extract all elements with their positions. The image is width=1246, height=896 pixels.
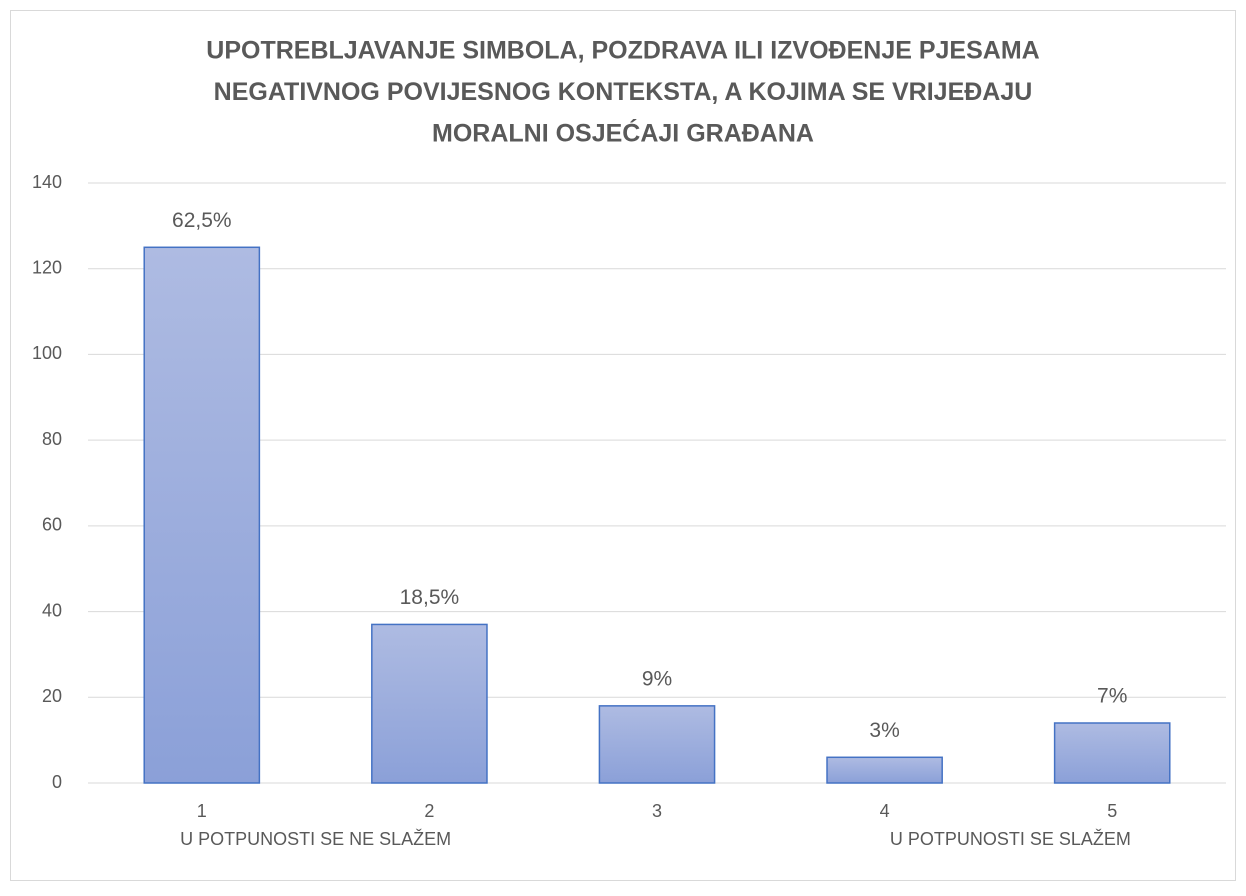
- y-tick-label: 60: [42, 515, 62, 535]
- data-label: 62,5%: [172, 209, 232, 232]
- data-label: 3%: [869, 719, 899, 742]
- y-tick-label: 120: [32, 257, 62, 277]
- bar: [371, 623, 488, 784]
- data-label: 18,5%: [400, 586, 460, 609]
- bar: [598, 705, 716, 784]
- chart-title: MORALNI OSJEĆAJI GRAĐANA: [432, 118, 814, 148]
- x-tick-label: 3: [652, 801, 662, 821]
- y-tick-label: 0: [52, 772, 62, 792]
- x-tick-label: 4: [880, 801, 890, 821]
- y-tick-label: 80: [42, 429, 62, 449]
- bar: [826, 756, 943, 784]
- chart-title: UPOTREBLJAVANJE SIMBOLA, POZDRAVA ILI IZ…: [206, 37, 1039, 65]
- data-label: 7%: [1097, 685, 1127, 708]
- y-tick-label: 140: [32, 172, 62, 192]
- y-tick-label: 100: [32, 343, 62, 363]
- bar: [1053, 722, 1171, 784]
- x-tick-label: 2: [424, 801, 434, 821]
- bar: [143, 246, 261, 784]
- x-tick-label: 5: [1107, 801, 1117, 821]
- x-tick-label: 1: [197, 801, 207, 821]
- category-group-label: U POTPUNOSTI SE SLAŽEM: [890, 829, 1131, 849]
- data-label: 9%: [642, 667, 672, 690]
- y-tick-label: 20: [42, 686, 62, 706]
- category-group-label: U POTPUNOSTI SE NE SLAŽEM: [180, 829, 451, 849]
- y-tick-label: 40: [42, 600, 62, 620]
- chart-title: NEGATIVNOG POVIJESNOG KONTEKSTA, A KOJIM…: [214, 78, 1033, 106]
